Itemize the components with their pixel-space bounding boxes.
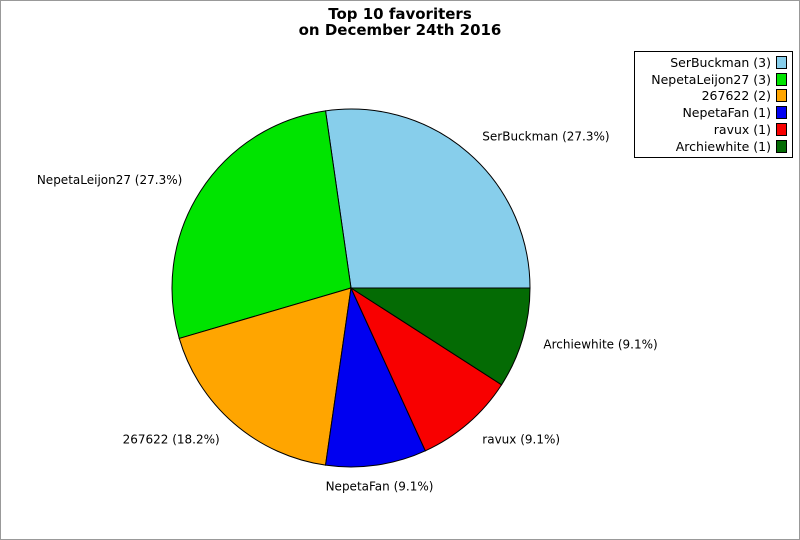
legend-item-label: Archiewhite (1): [675, 138, 771, 154]
pie-slice-archiewhite: [349, 287, 531, 386]
legend-item-serbuckman: SerBuckman (3): [639, 54, 787, 71]
slice-label-ravux: ravux (9.1%): [482, 433, 560, 447]
chart-title: Top 10 favoriters on December 24th 2016: [1, 6, 799, 38]
pie-slice-ravux: [349, 286, 503, 452]
legend-item-label: SerBuckman (3): [670, 54, 771, 70]
pie-slice-nepetaleijon27: [171, 110, 352, 340]
pie-slice-nepetafan: [324, 286, 427, 468]
legend-item-label: 267622 (2): [701, 88, 771, 104]
pie-slice-267622: [178, 287, 352, 466]
legend-color-swatch: [776, 89, 787, 103]
chart-title-line1: Top 10 favoriters: [328, 5, 472, 23]
legend-color-swatch: [776, 123, 787, 137]
legend-item-267622: 267622 (2): [639, 88, 787, 105]
legend-item-nepetafan: NepetaFan (1): [639, 104, 787, 121]
legend-color-swatch: [776, 139, 787, 153]
pie-slice-serbuckman: [324, 108, 531, 289]
legend-item-label: ravux (1): [713, 122, 771, 138]
legend-color-swatch: [776, 72, 787, 86]
legend-item-ravux: ravux (1): [639, 121, 787, 138]
legend-item-nepetaleijon27: NepetaLeijon27 (3): [639, 71, 787, 88]
legend-color-swatch: [776, 55, 787, 69]
legend-item-archiewhite: Archiewhite (1): [639, 138, 787, 155]
slice-label-archiewhite: Archiewhite (9.1%): [543, 338, 657, 352]
slice-label-serbuckman: SerBuckman (27.3%): [482, 130, 609, 144]
slice-label-nepetaleijon27: NepetaLeijon27 (27.3%): [37, 173, 182, 187]
legend-item-label: NepetaFan (1): [682, 105, 771, 121]
legend-color-swatch: [776, 106, 787, 120]
legend: SerBuckman (3) NepetaLeijon27 (3) 267622 (…: [634, 51, 793, 158]
chart-title-line2: on December 24th 2016: [298, 21, 502, 39]
slice-label-nepetafan: NepetaFan (9.1%): [326, 480, 434, 494]
legend-item-label: NepetaLeijon27 (3): [651, 71, 771, 87]
slice-label-267622: 267622 (18.2%): [123, 433, 220, 447]
